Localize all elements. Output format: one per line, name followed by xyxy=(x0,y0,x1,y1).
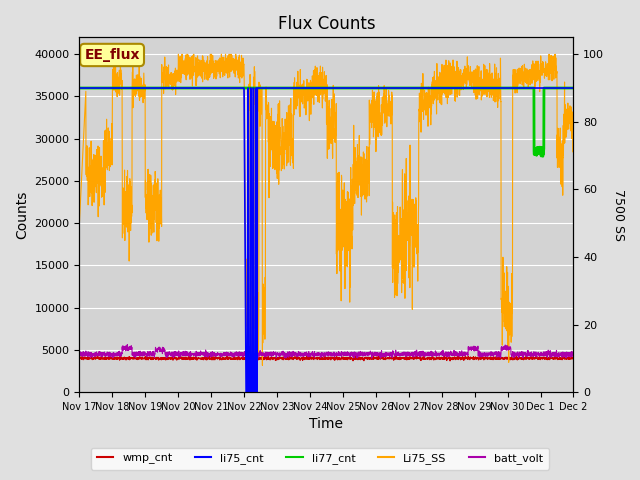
Y-axis label: Counts: Counts xyxy=(15,191,29,239)
Legend: wmp_cnt, li75_cnt, li77_cnt, Li75_SS, batt_volt: wmp_cnt, li75_cnt, li77_cnt, Li75_SS, ba… xyxy=(91,448,549,469)
Title: Flux Counts: Flux Counts xyxy=(278,15,375,33)
X-axis label: Time: Time xyxy=(309,418,344,432)
Y-axis label: 7500 SS: 7500 SS xyxy=(612,189,625,241)
Text: EE_flux: EE_flux xyxy=(84,48,140,62)
